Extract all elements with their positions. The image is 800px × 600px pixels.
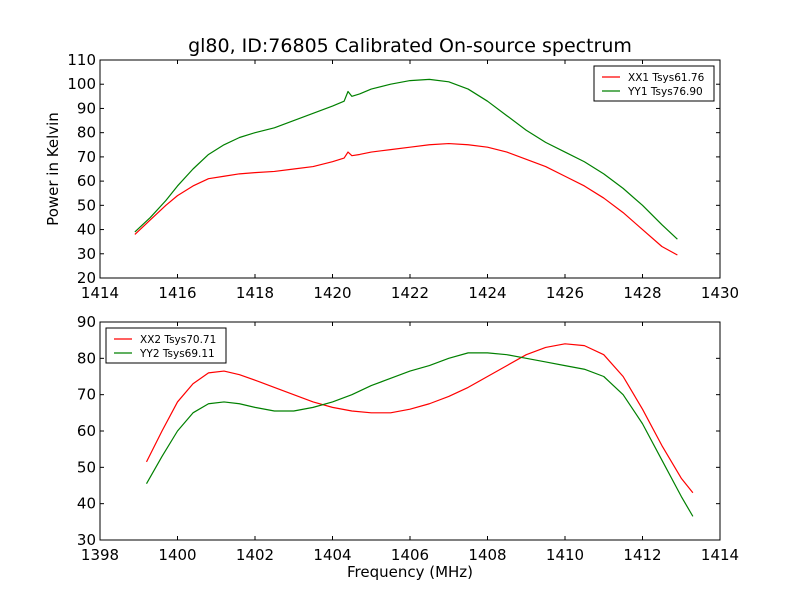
x-tick-label: 1412	[623, 546, 661, 564]
x-tick-label: 1424	[468, 284, 506, 302]
series-line-xx2	[145, 343, 694, 494]
x-axis-label: Frequency (MHz)	[347, 563, 473, 581]
x-tick-label: 1420	[313, 284, 351, 302]
y-tick-label: 50	[77, 196, 96, 214]
chart-title: gl80, ID:76805 Calibrated On-source spec…	[188, 35, 632, 57]
legend-box	[593, 65, 715, 102]
x-tick-label: 1404	[313, 546, 351, 564]
x-tick-label: 1398	[81, 546, 119, 564]
x-tick-label: 1414	[81, 284, 119, 302]
y-tick-label: 110	[67, 51, 96, 69]
x-tick-label: 1402	[236, 546, 274, 564]
x-tick-label: 1422	[391, 284, 429, 302]
legend-entry: YY2 Tsys69.11	[139, 348, 215, 360]
legend-box	[105, 327, 227, 364]
chart-panel-2: 1398 1400 1402 1404 1406 1408 1410 1412 1414 30 40…	[77, 313, 739, 581]
legend: XX1 Tsys61.76 YY1 Tsys76.90	[593, 65, 715, 102]
y-tick-label: 90	[77, 99, 96, 117]
y-tick-label: 100	[67, 75, 96, 93]
x-tick-label: 1430	[701, 284, 739, 302]
y-tick-label: 50	[77, 458, 96, 476]
x-tick-label: 1414	[701, 546, 739, 564]
x-tick-label: 1426	[546, 284, 584, 302]
y-tick-label: 30	[77, 531, 96, 549]
y-tick-label: 60	[77, 172, 96, 190]
y-tick-label: 20	[77, 269, 96, 287]
x-tick-label: 1406	[391, 546, 429, 564]
legend-entry: YY1 Tsys76.90	[627, 86, 703, 98]
legend-entry: XX2 Tsys70.71	[140, 334, 216, 346]
x-tick-label: 1418	[236, 284, 274, 302]
y-tick-label: 70	[77, 148, 96, 166]
chart-panel-1: 1414 1416 1418 1420 1422 1424 1426 1428 1430 20 30…	[44, 35, 739, 302]
y-tick-label: 90	[77, 313, 96, 331]
x-tick-label: 1408	[468, 546, 506, 564]
y-tick-label: 80	[77, 349, 96, 367]
y-axis-label: Power in Kelvin	[44, 112, 62, 226]
x-tick-label: 1410	[546, 546, 584, 564]
y-tick-label: 30	[77, 245, 96, 263]
y-tick-label: 60	[77, 422, 96, 440]
y-tick-label: 80	[77, 124, 96, 142]
x-tick-label: 1428	[623, 284, 661, 302]
series-line-yy2	[145, 352, 694, 517]
legend-entry: XX1 Tsys61.76	[628, 72, 705, 84]
y-tick-label: 40	[77, 495, 96, 513]
y-tick-label: 70	[77, 386, 96, 404]
series-line-yy1	[134, 78, 678, 240]
legend: XX2 Tsys70.71 YY2 Tsys69.11	[105, 327, 227, 364]
x-tick-label: 1400	[158, 546, 196, 564]
x-tick-label: 1416	[158, 284, 196, 302]
y-tick-label: 40	[77, 221, 96, 239]
series-line-xx1	[134, 142, 678, 256]
